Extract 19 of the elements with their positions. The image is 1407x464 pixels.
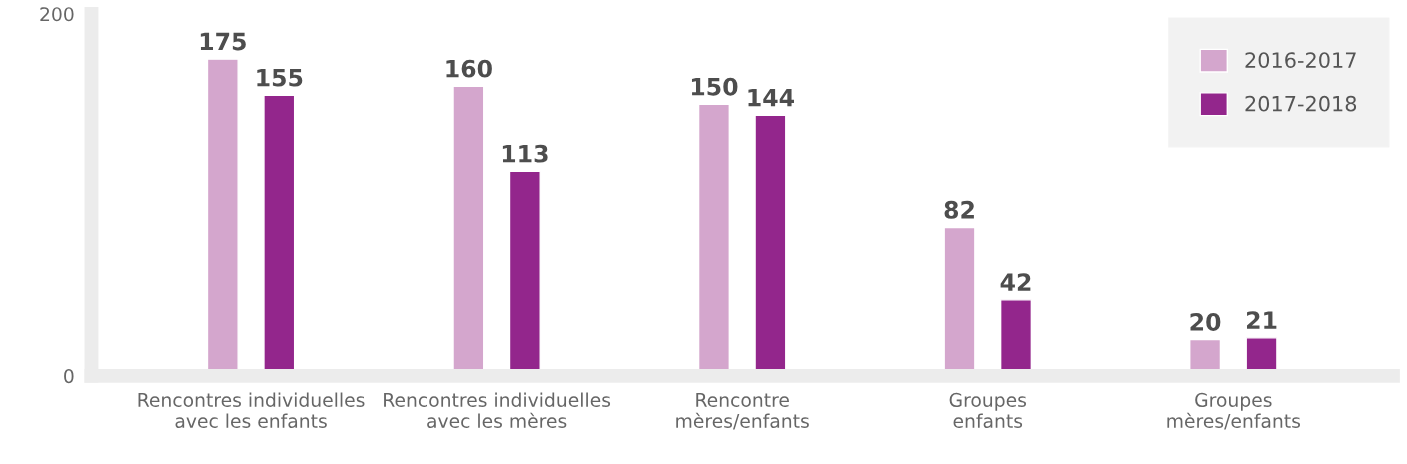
data-label: 42 xyxy=(1000,273,1031,291)
legend-label: 2017-2018 xyxy=(1245,95,1357,112)
x-tick-label: Groupes mères/enfants xyxy=(1167,392,1301,430)
x-tick-label: Groupes enfants xyxy=(949,392,1027,429)
data-label: 150 xyxy=(691,77,738,96)
y-tick-label: 0 xyxy=(64,369,74,384)
legend-label: 2016-2017 xyxy=(1245,52,1356,68)
y-tick-label: 200 xyxy=(40,7,74,22)
data-label: 155 xyxy=(257,69,303,87)
data-label: 113 xyxy=(502,144,548,163)
x-tick-label: Rencontres individuelles avec les enfants xyxy=(138,392,365,429)
data-label: 20 xyxy=(1190,313,1221,331)
data-label: 175 xyxy=(200,32,246,51)
data-label: 160 xyxy=(446,59,492,78)
x-tick-label: Rencontres individuelles avec les mères xyxy=(384,392,611,429)
x-tick-label: Rencontre mères/enfants xyxy=(676,393,809,430)
data-label: 21 xyxy=(1246,311,1277,329)
data-label: 144 xyxy=(748,88,794,107)
data-label: 82 xyxy=(944,200,974,219)
